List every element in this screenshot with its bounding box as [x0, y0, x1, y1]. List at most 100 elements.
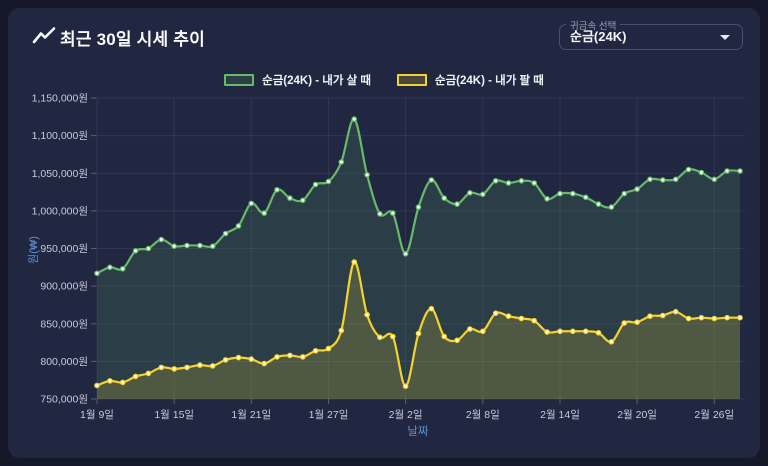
data-point [171, 366, 178, 372]
data-point [659, 312, 666, 319]
data-point [698, 169, 705, 176]
data-point [389, 210, 396, 216]
data-point [415, 204, 422, 210]
x-tick-label: 2월 26일 [694, 408, 734, 421]
y-tick-label: 800,000원 [40, 356, 88, 368]
data-point [158, 236, 165, 243]
legend-item-buy[interactable]: 순금(24K) - 내가 살 때 [224, 72, 371, 88]
data-point [377, 211, 383, 217]
data-point [557, 190, 563, 197]
data-point [698, 314, 705, 321]
data-point [145, 370, 152, 377]
data-point [737, 314, 743, 321]
data-point [428, 177, 435, 183]
data-point [351, 116, 358, 122]
legend-label-sell: 순금(24K) - 내가 팔 때 [435, 75, 544, 87]
chart-legend: 순금(24K) - 내가 살 때 순금(24K) - 내가 팔 때 [0, 72, 768, 88]
data-point [209, 363, 216, 369]
data-point [505, 180, 512, 186]
y-tick-label: 1,050,000원 [32, 168, 88, 180]
data-point [287, 195, 293, 201]
data-point [248, 200, 255, 207]
data-point [608, 338, 615, 345]
data-point [171, 243, 178, 250]
metal-select-value: 순금(24K) [570, 29, 627, 44]
data-point [557, 328, 563, 335]
data-point [582, 194, 589, 201]
y-tick-label: 950,000원 [40, 243, 88, 255]
y-tick-label: 1,100,000원 [32, 130, 88, 142]
data-point [132, 248, 139, 254]
data-point [389, 333, 396, 340]
data-point [312, 181, 319, 188]
data-point [595, 201, 602, 207]
data-point [454, 337, 460, 344]
data-point [338, 159, 345, 165]
data-point [531, 317, 538, 324]
data-point [634, 186, 640, 192]
data-point [467, 326, 473, 332]
y-tick-label: 750,000원 [40, 394, 88, 406]
data-point [402, 383, 409, 390]
data-point [479, 328, 486, 335]
data-point [544, 329, 550, 335]
data-point [299, 354, 306, 360]
x-tick-label: 2월 8일 [466, 408, 500, 421]
data-point [338, 327, 345, 334]
data-point [132, 373, 139, 380]
series-area-1 [97, 261, 740, 399]
data-point [119, 379, 126, 386]
data-point [415, 330, 422, 337]
data-point [647, 313, 653, 320]
data-point [222, 357, 229, 363]
data-point [479, 191, 486, 198]
data-point [634, 319, 640, 326]
data-point [377, 334, 383, 341]
data-point [672, 308, 679, 315]
data-point [107, 378, 113, 384]
data-point [222, 230, 229, 237]
x-tick-label: 2월 2일 [389, 408, 423, 421]
y-tick-label: 900,000원 [40, 281, 88, 293]
data-point [659, 177, 666, 183]
data-point [711, 176, 718, 183]
data-point [454, 201, 460, 207]
data-point [351, 259, 358, 265]
data-point [119, 265, 126, 272]
data-point [299, 197, 306, 204]
legend-item-sell[interactable]: 순금(24K) - 내가 팔 때 [397, 72, 544, 88]
data-point [325, 178, 332, 185]
data-point [724, 314, 730, 321]
x-tick-label: 1월 21일 [231, 408, 271, 421]
y-axis-title: 원(₩) [28, 236, 40, 264]
x-tick-label: 2월 14일 [540, 408, 580, 421]
data-point [261, 360, 268, 367]
chart-card [8, 8, 760, 458]
data-point [518, 315, 525, 322]
data-point [569, 328, 576, 335]
data-point [364, 311, 370, 318]
data-point [235, 354, 242, 361]
data-point [184, 242, 190, 249]
data-point [647, 176, 653, 183]
data-point [582, 328, 589, 335]
legend-swatch-buy [224, 74, 255, 86]
metal-select[interactable]: 귀금속 선택 순금(24K) [559, 18, 743, 50]
legend-swatch-sell [397, 74, 427, 86]
data-point [518, 178, 525, 184]
data-point [209, 243, 216, 250]
data-point [287, 352, 293, 359]
data-point [197, 242, 203, 249]
x-tick-label: 2월 20일 [617, 408, 657, 421]
data-point [505, 313, 512, 320]
data-point [595, 329, 602, 336]
data-point [467, 190, 473, 196]
data-point [492, 310, 499, 317]
data-point [94, 270, 100, 277]
data-point [569, 190, 576, 197]
data-point [531, 180, 538, 186]
data-point [685, 166, 692, 173]
data-point [621, 320, 628, 326]
data-point [364, 172, 370, 178]
